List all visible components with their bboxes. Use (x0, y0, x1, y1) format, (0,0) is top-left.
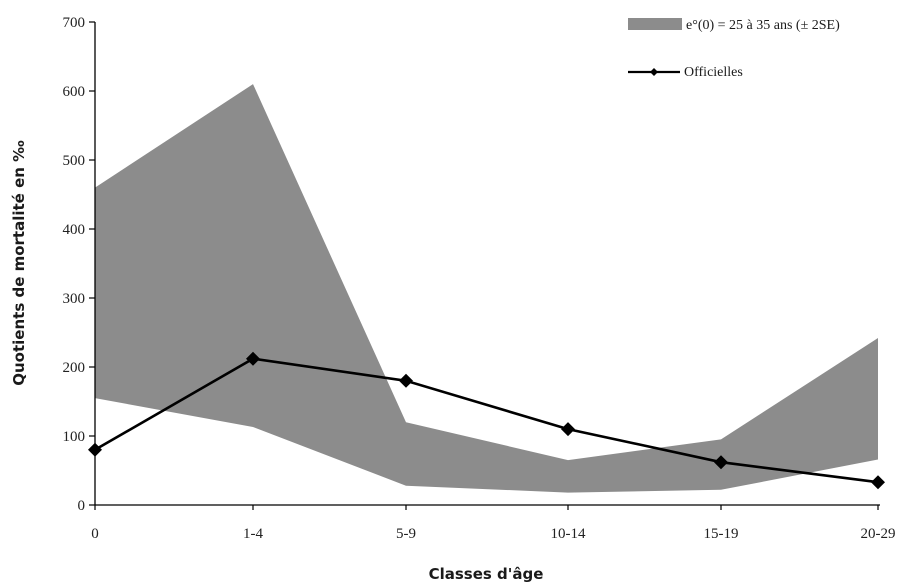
y-tick-label: 500 (63, 153, 86, 169)
legend-series-label: Officielles (684, 65, 743, 80)
x-tick-label: 15-19 (704, 526, 739, 542)
legend: e°(0) = 25 à 35 ans (± 2SE) Officielles (628, 18, 840, 80)
series-point (561, 422, 575, 437)
series-point (246, 351, 260, 366)
y-tick-label: 100 (63, 429, 86, 445)
legend-series-marker (650, 68, 658, 76)
x-tick-label: 20-29 (861, 526, 896, 542)
y-axis-title: Quotients de mortalité en ‰ (10, 140, 28, 386)
y-tick-label: 400 (63, 222, 86, 238)
y-tick-label: 200 (63, 360, 86, 376)
x-tick-label: 1-4 (243, 526, 263, 542)
legend-band-label: e°(0) = 25 à 35 ans (± 2SE) (686, 18, 840, 33)
series-point (88, 442, 102, 457)
axes-group (94, 22, 880, 506)
series-point (714, 455, 728, 470)
band-area-group (95, 84, 878, 493)
series-line-officielles (94, 357, 879, 484)
x-axis-title: Classes d'âge (429, 565, 544, 583)
x-tick-label: 5-9 (396, 526, 416, 542)
x-ticks-group: 0 1-4 5-9 10-14 15-19 20-29 (91, 505, 896, 542)
series-point (399, 373, 413, 388)
y-tick-label: 600 (63, 84, 86, 100)
series-group (88, 351, 885, 490)
x-tick-label: 0 (91, 526, 99, 542)
y-tick-label: 700 (63, 15, 86, 31)
y-tick-label: 300 (63, 291, 86, 307)
series-point (871, 475, 885, 490)
y-tick-label: 0 (78, 498, 86, 514)
legend-band-swatch (628, 18, 682, 30)
x-tick-label: 10-14 (551, 526, 586, 542)
y-ticks-group: 0 100 200 300 400 500 600 700 (63, 15, 95, 514)
confidence-band (95, 84, 878, 493)
